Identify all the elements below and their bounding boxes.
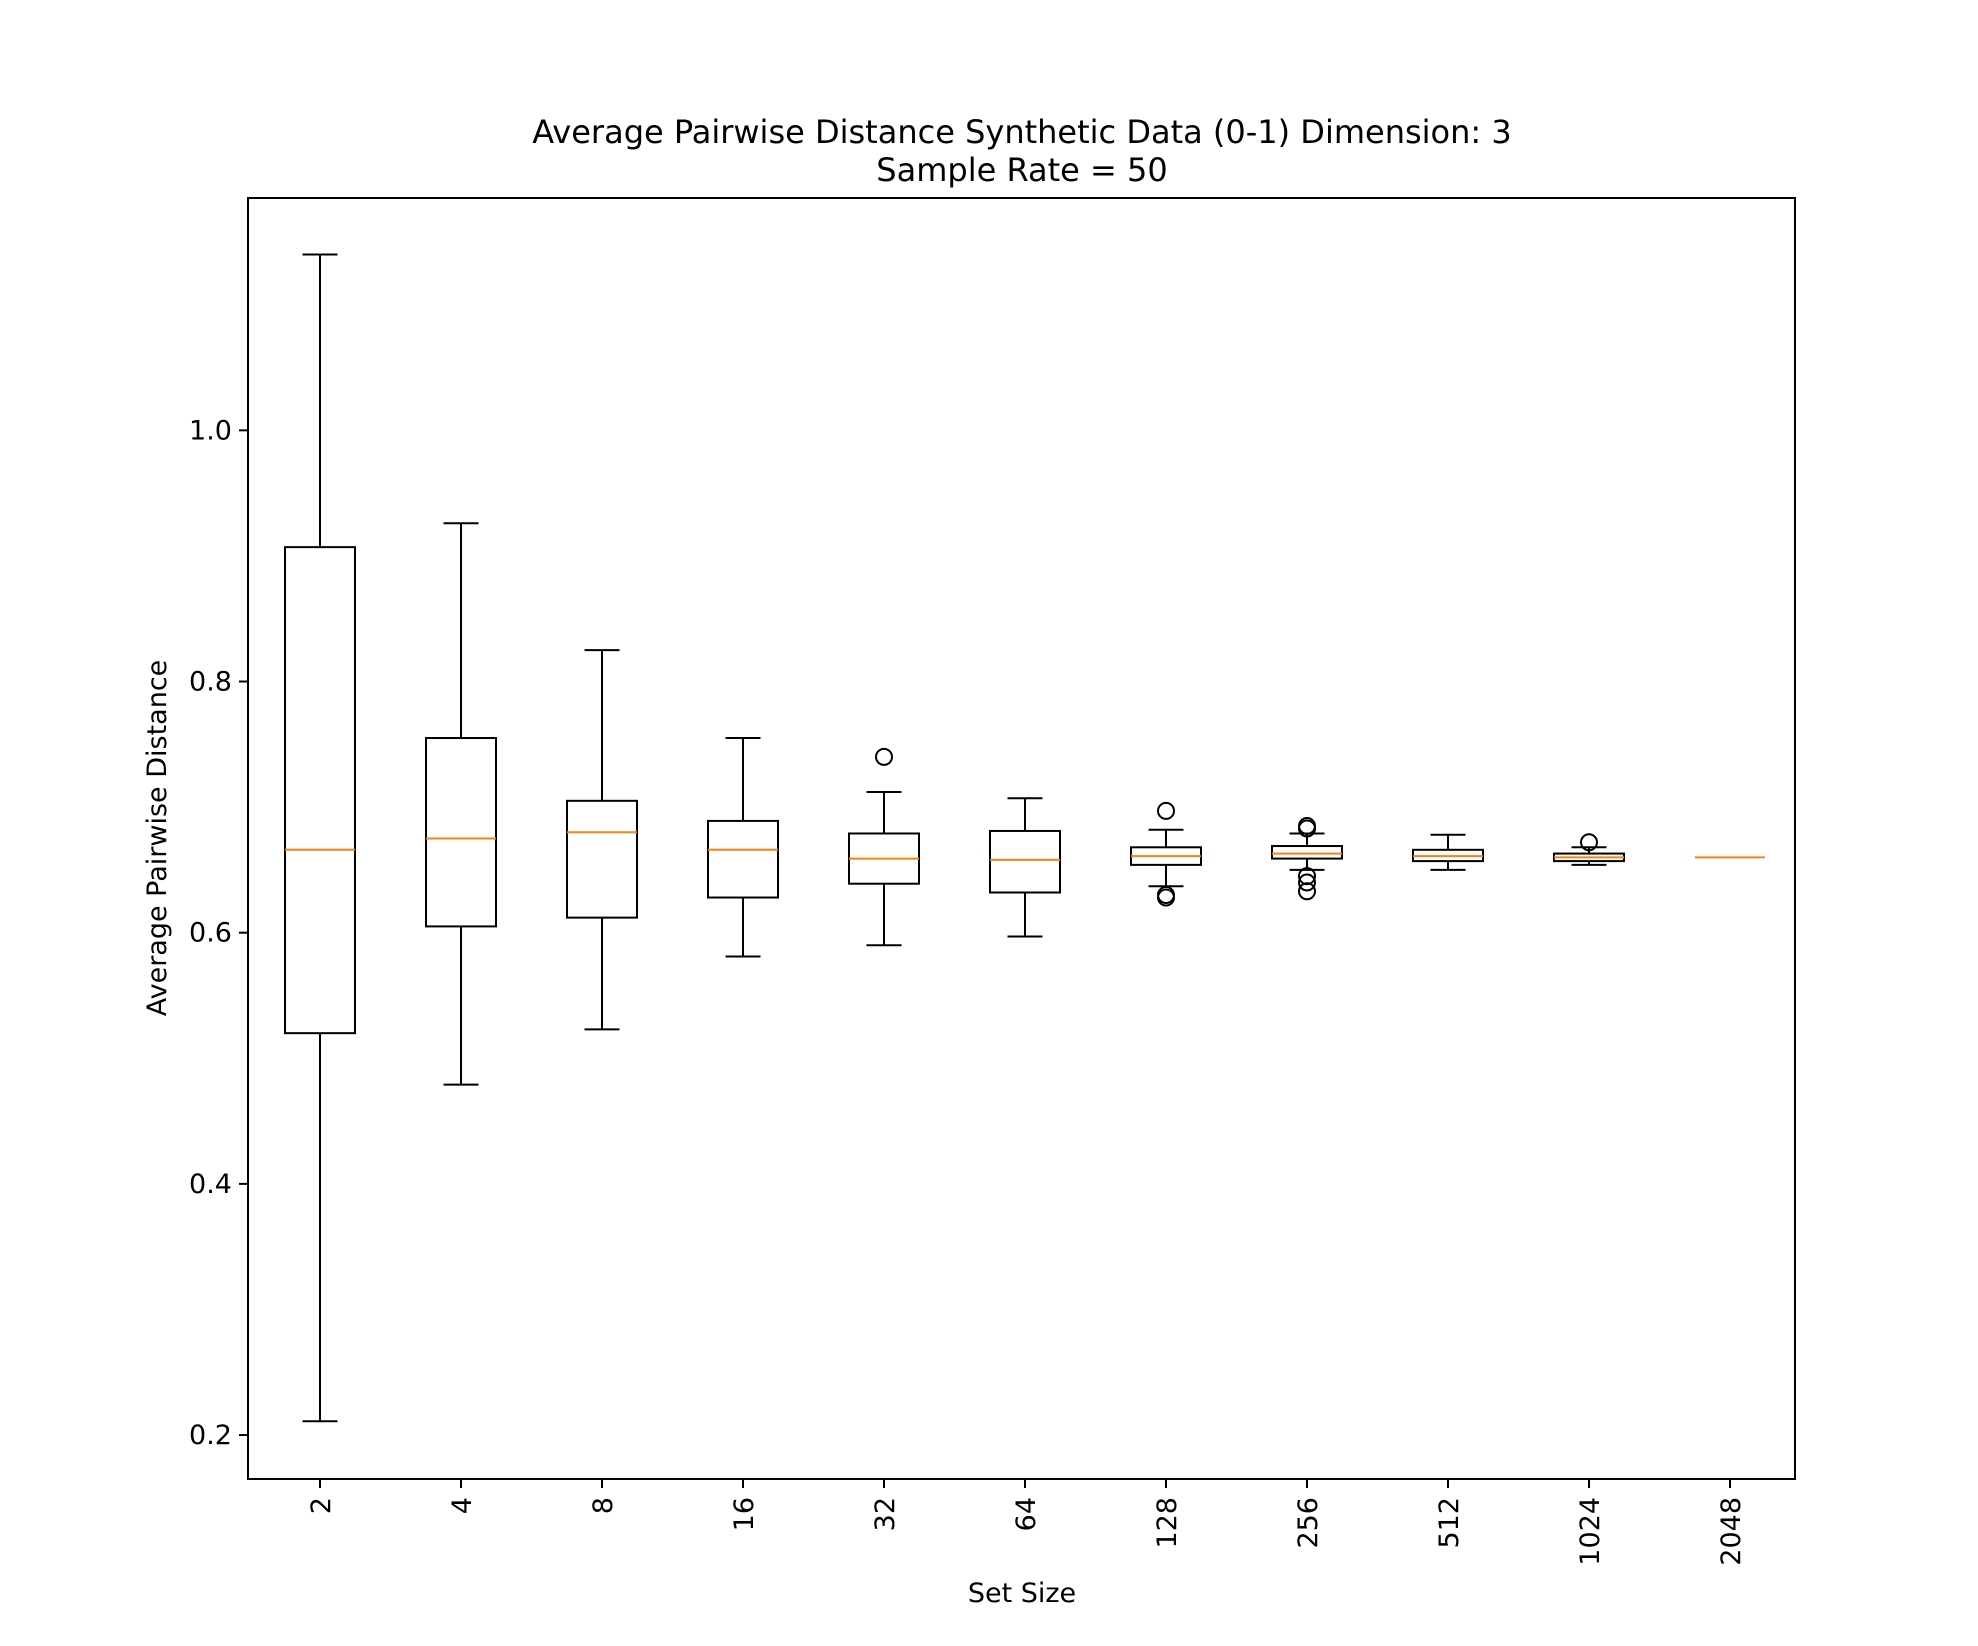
y-axis: 0.2 0.4 0.6 0.8 1.0 bbox=[189, 415, 248, 1451]
x-axis: 2 4 8 16 32 64 128 256 512 1024 2048 bbox=[306, 1479, 1747, 1566]
outlier-point bbox=[1580, 833, 1598, 852]
box-16 bbox=[707, 737, 779, 958]
chart-title: Average Pairwise Distance Synthetic Data… bbox=[532, 113, 1511, 151]
x-tick-label: 1024 bbox=[1575, 1497, 1606, 1566]
box-4 bbox=[425, 522, 497, 1086]
outlier-point bbox=[1298, 819, 1316, 838]
y-axis-label: Average Pairwise Distance bbox=[142, 660, 173, 1017]
axes-frame bbox=[247, 197, 1796, 1480]
box-8 bbox=[566, 649, 638, 1031]
box-64 bbox=[989, 797, 1061, 938]
x-tick-label: 512 bbox=[1434, 1497, 1465, 1549]
outlier-point bbox=[1298, 873, 1316, 892]
y-tick-label: 0.4 bbox=[189, 1169, 232, 1200]
iqr-box bbox=[1271, 845, 1343, 860]
outlier-point bbox=[1157, 801, 1175, 820]
x-tick-label: 2048 bbox=[1716, 1497, 1747, 1566]
y-tick-label: 0.8 bbox=[189, 667, 232, 698]
box-128 bbox=[1130, 801, 1202, 907]
x-tick-label: 64 bbox=[1011, 1497, 1042, 1531]
box-32 bbox=[848, 747, 920, 947]
plot-area bbox=[284, 253, 1765, 1423]
outlier-point bbox=[1298, 882, 1316, 901]
iqr-box bbox=[566, 799, 638, 919]
iqr-box bbox=[425, 737, 497, 928]
x-tick-label: 32 bbox=[870, 1497, 901, 1531]
x-tick-label: 8 bbox=[588, 1497, 619, 1514]
iqr-box bbox=[284, 546, 356, 1035]
y-tick-label: 0.6 bbox=[189, 918, 232, 949]
outlier-point bbox=[875, 747, 893, 766]
box-256 bbox=[1271, 816, 1343, 901]
x-axis-label: Set Size bbox=[968, 1578, 1076, 1609]
x-tick-label: 4 bbox=[447, 1497, 478, 1514]
iqr-box bbox=[707, 819, 779, 899]
box-512 bbox=[1412, 833, 1484, 871]
box-2 bbox=[284, 253, 356, 1423]
y-tick-label: 0.2 bbox=[189, 1420, 232, 1451]
chart-subtitle: Sample Rate = 50 bbox=[876, 151, 1167, 189]
x-tick-label: 128 bbox=[1152, 1497, 1183, 1549]
box-1024 bbox=[1553, 833, 1625, 866]
x-tick-label: 2 bbox=[306, 1497, 337, 1514]
iqr-box bbox=[989, 829, 1061, 894]
outlier-point bbox=[1157, 888, 1175, 907]
x-tick-label: 256 bbox=[1293, 1497, 1324, 1549]
x-tick-label: 16 bbox=[729, 1497, 760, 1531]
y-tick-label: 1.0 bbox=[189, 415, 232, 446]
